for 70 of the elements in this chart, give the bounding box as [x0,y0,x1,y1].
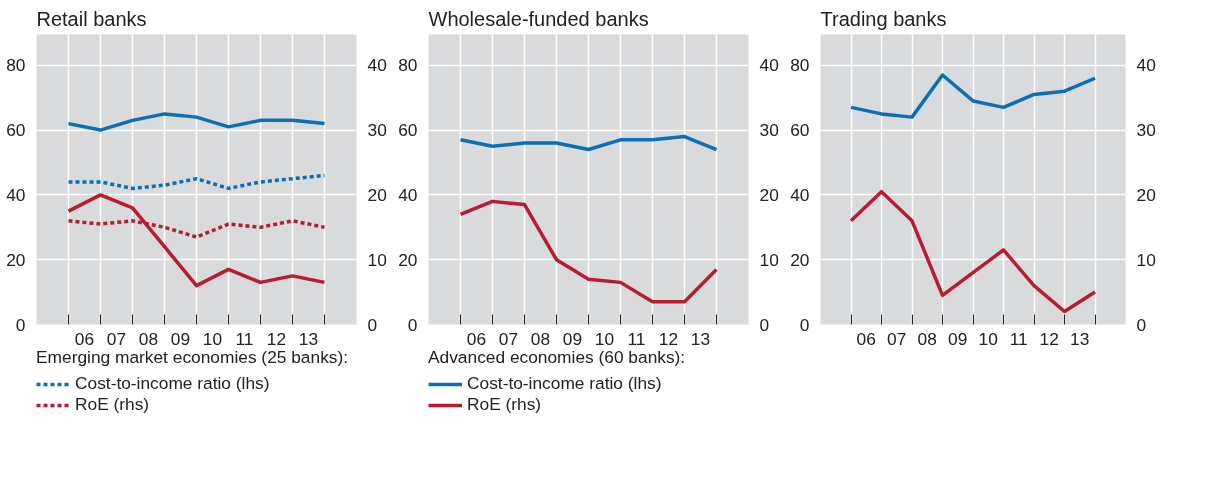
x-tick-label: 06 [856,328,876,349]
x-tick-label: 13 [690,328,711,349]
line-series [849,73,1097,119]
y-tick-label: 0 [407,314,418,335]
y2-tick-label: 0 [367,314,378,335]
x-tick-label: 11 [1009,328,1028,349]
y-tick-label: 80 [6,55,26,76]
x-tick-label: 13 [1070,328,1090,349]
x-tick-label: 06 [74,328,95,349]
y-tick-label: 60 [790,120,810,141]
y2-tick-label: 20 [1136,184,1156,205]
x-tick-label: 11 [627,328,646,349]
x-tick-label: 08 [138,328,159,349]
line-series [458,199,719,304]
y-tick-label: 40 [790,184,810,205]
y-tick-label: 0 [799,314,810,335]
y2-tick-label: 30 [367,120,387,141]
y-tick-label: 20 [790,249,810,270]
y2-tick-label: 40 [367,55,387,76]
legend-title: Emerging market economies (25 banks): [36,347,349,368]
legend-label: RoE (rhs) [75,394,150,415]
y-tick-label: 60 [6,120,26,141]
x-tick-label: 09 [170,328,191,349]
x-tick-label: 06 [466,328,487,349]
y2-tick-label: 10 [759,249,779,270]
legend-title: Advanced economies (60 banks): [428,347,686,368]
y-tick-label: 20 [6,249,26,270]
x-tick-label: 08 [530,328,551,349]
y2-tick-label: 0 [759,314,770,335]
line-series [66,173,327,191]
y2-tick-label: 40 [759,55,779,76]
line-series [849,189,1097,314]
y2-tick-label: 0 [1136,314,1147,335]
x-tick-label: 09 [562,328,583,349]
line-series [66,112,327,132]
legend-label: Cost-to-income ratio (lhs) [75,373,270,394]
y2-tick-label: 10 [1136,249,1156,270]
x-tick-label: 10 [202,328,223,349]
x-tick-label: 12 [658,328,679,349]
x-tick-label: 10 [594,328,615,349]
y-tick-label: 20 [398,249,418,270]
x-tick-label: 07 [887,328,907,349]
x-tick-label: 07 [498,328,519,349]
y-tick-label: 60 [398,120,418,141]
x-tick-label: 10 [978,328,998,349]
x-tick-label: 12 [1039,328,1059,349]
chart-title: Trading banks [820,7,947,30]
y-tick-label: 40 [398,184,418,205]
y2-tick-label: 10 [367,249,387,270]
line-series [458,134,719,152]
y-tick-label: 80 [398,55,418,76]
y-tick-label: 40 [6,184,26,205]
legend-label: RoE (rhs) [467,394,542,415]
x-tick-label: 13 [298,328,319,349]
y2-tick-label: 30 [1136,120,1156,141]
x-tick-label: 09 [948,328,968,349]
line-series [66,193,327,288]
chart-title: Retail banks [36,7,147,30]
legend-label: Cost-to-income ratio (lhs) [467,373,662,394]
y-tick-label: 0 [15,314,26,335]
x-tick-label: 11 [235,328,254,349]
y2-tick-label: 40 [1136,55,1156,76]
y2-tick-label: 20 [759,184,779,205]
y2-tick-label: 30 [759,120,779,141]
y-tick-label: 80 [790,55,810,76]
x-tick-label: 08 [917,328,937,349]
x-tick-label: 07 [106,328,127,349]
chart-title: Wholesale-funded banks [428,7,649,30]
y2-tick-label: 20 [367,184,387,205]
x-tick-label: 12 [266,328,287,349]
